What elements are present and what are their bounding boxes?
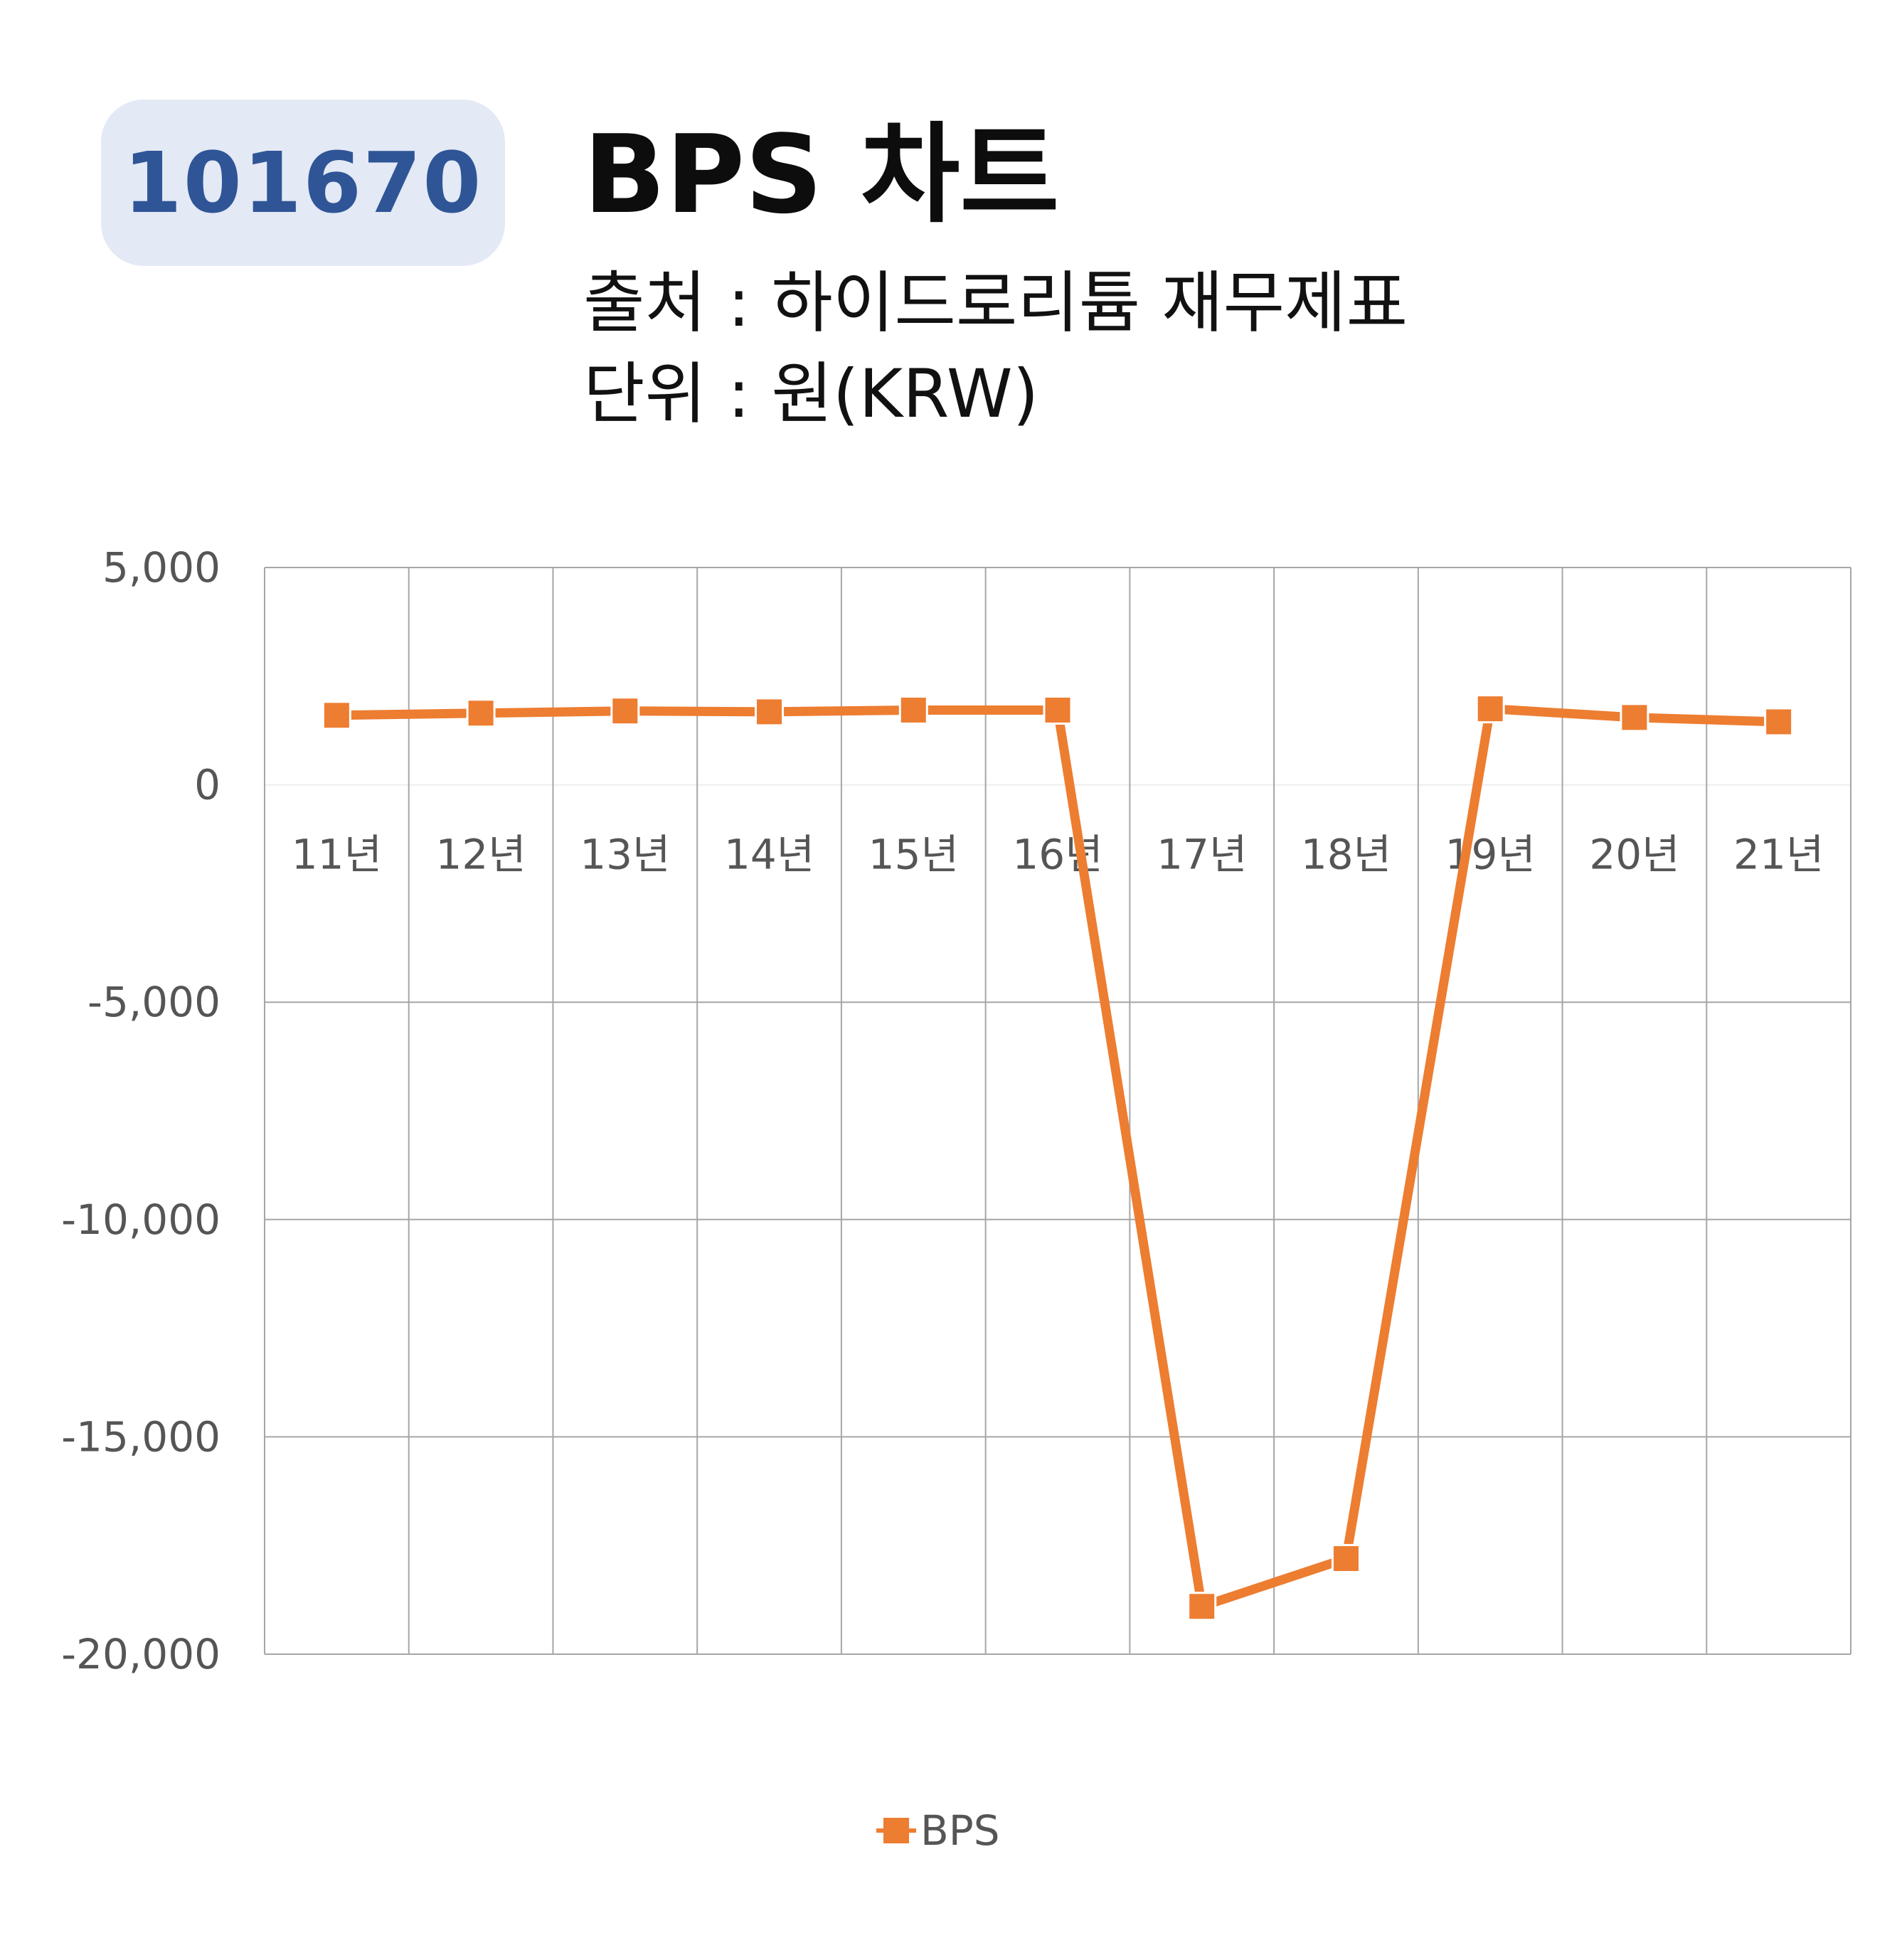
data-point-marker	[466, 698, 496, 728]
y-tick-label: -15,000	[61, 1412, 220, 1461]
data-point-marker	[322, 701, 351, 730]
x-tick-label: 20년	[1589, 831, 1679, 879]
chart-legend: BPS	[876, 1806, 1000, 1855]
series-bps	[322, 694, 1794, 1621]
x-tick-label: 17년	[1157, 831, 1247, 879]
data-point-marker	[898, 695, 928, 725]
data-point-marker	[610, 696, 640, 726]
source-note: 출처 : 하이드로리튬 재무제표	[583, 265, 1408, 342]
x-tick-label: 11년	[292, 831, 382, 879]
x-tick-label: 18년	[1301, 831, 1391, 879]
x-tick-label: 14년	[724, 831, 814, 879]
data-point-marker	[755, 697, 785, 727]
data-point-marker	[1187, 1592, 1217, 1621]
chart-title: BPS 차트	[583, 112, 1060, 238]
x-tick-label: 16년	[1012, 831, 1102, 879]
chart-grid	[264, 567, 1851, 1655]
y-tick-label: -5,000	[87, 978, 220, 1026]
y-tick-label: 0	[194, 761, 220, 809]
data-point-marker	[1043, 695, 1073, 725]
y-tick-label: -10,000	[61, 1195, 220, 1244]
x-tick-label: 15년	[868, 831, 959, 879]
ticker-code: 101670	[123, 134, 483, 232]
legend-marker-icon	[876, 1816, 916, 1845]
y-tick-label: 5,000	[102, 543, 220, 592]
x-tick-label: 21년	[1733, 831, 1824, 879]
y-axis-ticks: 5,000 0 -5,000 -10,000 -15,000 -20,000	[61, 543, 220, 1678]
data-point-marker	[1331, 1544, 1361, 1574]
data-point-marker	[1475, 694, 1505, 724]
x-axis-ticks: 11년 12년 13년 14년 15년 16년 17년 18년 19년 20년 21년	[292, 831, 1824, 879]
unit-note: 단위 : 원(KRW)	[583, 356, 1039, 433]
x-tick-label: 13년	[580, 831, 670, 879]
y-tick-label: -20,000	[61, 1630, 220, 1678]
data-point-marker	[1764, 707, 1794, 737]
legend-label-bps: BPS	[920, 1806, 1000, 1855]
ticker-badge: 101670	[101, 100, 505, 266]
x-tick-label: 12년	[436, 831, 526, 879]
data-point-marker	[1620, 703, 1649, 733]
